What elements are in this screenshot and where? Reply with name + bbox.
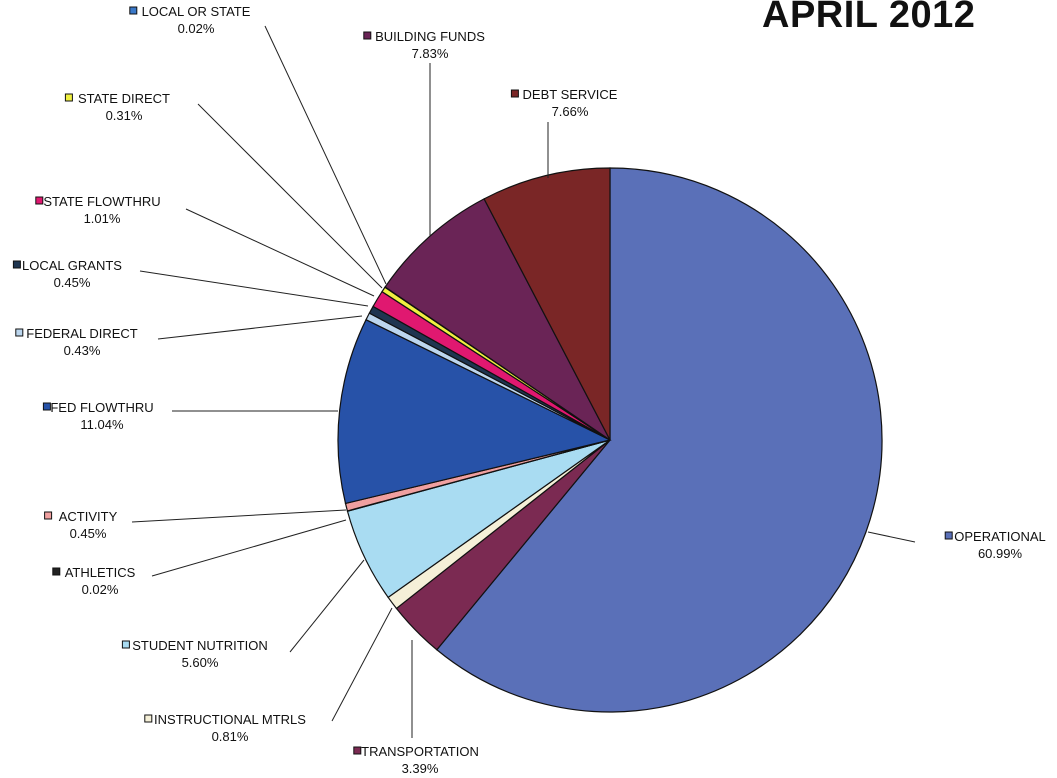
legend-marker-state-flowthru	[35, 196, 44, 205]
slice-label-transportation: TRANSPORTATION	[361, 744, 479, 759]
legend-marker-state-direct	[64, 93, 73, 102]
pie-slice-operational	[435, 167, 883, 713]
slice-value-instructional-mtrls: 0.81%	[212, 729, 249, 744]
legend-marker-athletics	[52, 567, 61, 576]
slice-value-athletics: 0.02%	[82, 582, 119, 597]
legend-marker-federal-direct	[15, 328, 24, 337]
slice-value-federal-direct: 0.43%	[64, 343, 101, 358]
slice-value-state-direct: 0.31%	[106, 108, 143, 123]
leader-line-activity	[131, 509, 347, 523]
slice-label-athletics: ATHLETICS	[65, 565, 136, 580]
legend-marker-transportation	[353, 746, 362, 755]
leader-line-state-flowthru	[185, 208, 375, 297]
legend-marker-operational	[944, 531, 953, 540]
chart-title: APRIL 2012	[762, 0, 976, 36]
leader-line-instructional-mtrls	[331, 607, 393, 722]
legend-marker-activity	[44, 511, 53, 520]
slice-value-fed-flowthru: 11.04%	[80, 417, 124, 432]
leader-line-local-grants	[139, 270, 369, 307]
slice-value-building-funds: 7.83%	[412, 46, 449, 61]
pie-slice-debt-service	[483, 167, 611, 441]
legend-marker-fed-flowthru	[42, 402, 51, 411]
slice-value-operational: 60.99%	[978, 546, 1023, 561]
slice-value-debt-service: 7.66%	[552, 104, 589, 119]
slice-label-state-direct: STATE DIRECT	[78, 91, 170, 106]
slice-label-local-or-state: LOCAL OR STATE	[142, 4, 251, 19]
slice-value-state-flowthru: 1.01%	[84, 211, 121, 226]
legend-marker-building-funds	[363, 31, 372, 40]
leader-line-student-nutrition	[289, 559, 365, 653]
slice-label-activity: ACTIVITY	[59, 509, 118, 524]
slice-value-transportation: 3.39%	[402, 761, 439, 776]
leader-line-operational	[867, 531, 916, 543]
leader-line-athletics	[151, 519, 347, 577]
leader-line-federal-direct	[157, 315, 363, 340]
legend-marker-instructional-mtrls	[144, 714, 153, 723]
slice-label-building-funds: BUILDING FUNDS	[375, 29, 485, 44]
slice-label-operational: OPERATIONAL	[954, 529, 1046, 544]
legend-marker-local-or-state	[129, 6, 138, 15]
leader-line-state-direct	[197, 103, 383, 289]
slice-value-activity: 0.45%	[70, 526, 107, 541]
slice-label-fed-flowthru: FED FLOWTHRU	[50, 400, 153, 415]
slice-label-state-flowthru: STATE FLOWTHRU	[43, 194, 160, 209]
slice-value-local-grants: 0.45%	[54, 275, 91, 290]
legend-marker-local-grants	[12, 260, 21, 269]
slice-value-student-nutrition: 5.60%	[182, 655, 219, 670]
slice-label-student-nutrition: STUDENT NUTRITION	[132, 638, 268, 653]
legend-marker-student-nutrition	[121, 640, 130, 649]
slice-label-local-grants: LOCAL GRANTS	[22, 258, 122, 273]
leader-line-local-or-state	[264, 25, 387, 285]
slice-label-instructional-mtrls: INSTRUCTIONAL MTRLS	[154, 712, 306, 727]
pie-slice-fed-flowthru	[337, 318, 612, 505]
legend-marker-debt-service	[510, 89, 519, 98]
slice-value-local-or-state: 0.02%	[178, 21, 215, 36]
slice-label-debt-service: DEBT SERVICE	[523, 87, 618, 102]
slice-label-federal-direct: FEDERAL DIRECT	[26, 326, 138, 341]
pie-slice-building-funds	[384, 198, 611, 441]
